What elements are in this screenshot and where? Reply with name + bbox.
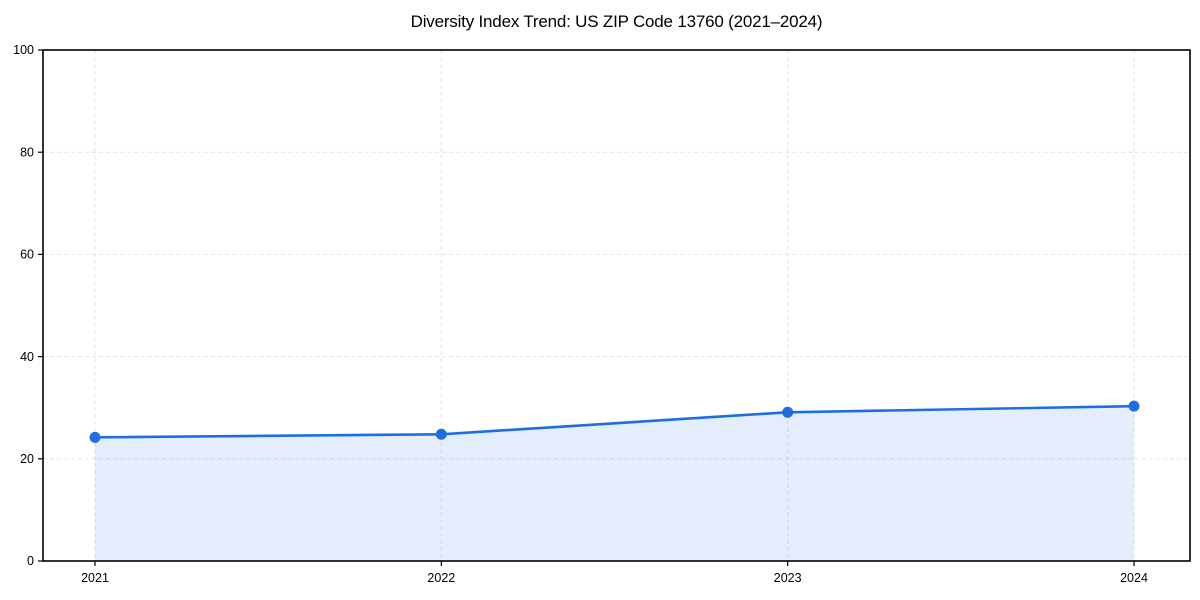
y-tick-label: 20 bbox=[20, 452, 34, 466]
chart-title: Diversity Index Trend: US ZIP Code 13760… bbox=[410, 12, 823, 31]
data-point-2021 bbox=[89, 431, 101, 443]
y-tick-label: 100 bbox=[13, 43, 34, 57]
y-tick-label: 0 bbox=[27, 554, 34, 568]
data-point-2023 bbox=[782, 406, 794, 418]
y-tick-label: 80 bbox=[20, 145, 34, 159]
y-tick-label: 40 bbox=[20, 350, 34, 364]
y-tick-label: 60 bbox=[20, 248, 34, 262]
x-tick-label: 2021 bbox=[81, 571, 109, 585]
plot-border bbox=[42, 49, 1191, 562]
area-fill bbox=[95, 406, 1134, 561]
data-point-2022 bbox=[435, 428, 447, 440]
x-tick-label: 2022 bbox=[427, 571, 455, 585]
x-tick-label: 2024 bbox=[1120, 571, 1148, 585]
trend-line bbox=[93, 404, 1136, 439]
data-point-2024 bbox=[1128, 400, 1140, 412]
x-tick-label: 2023 bbox=[774, 571, 802, 585]
